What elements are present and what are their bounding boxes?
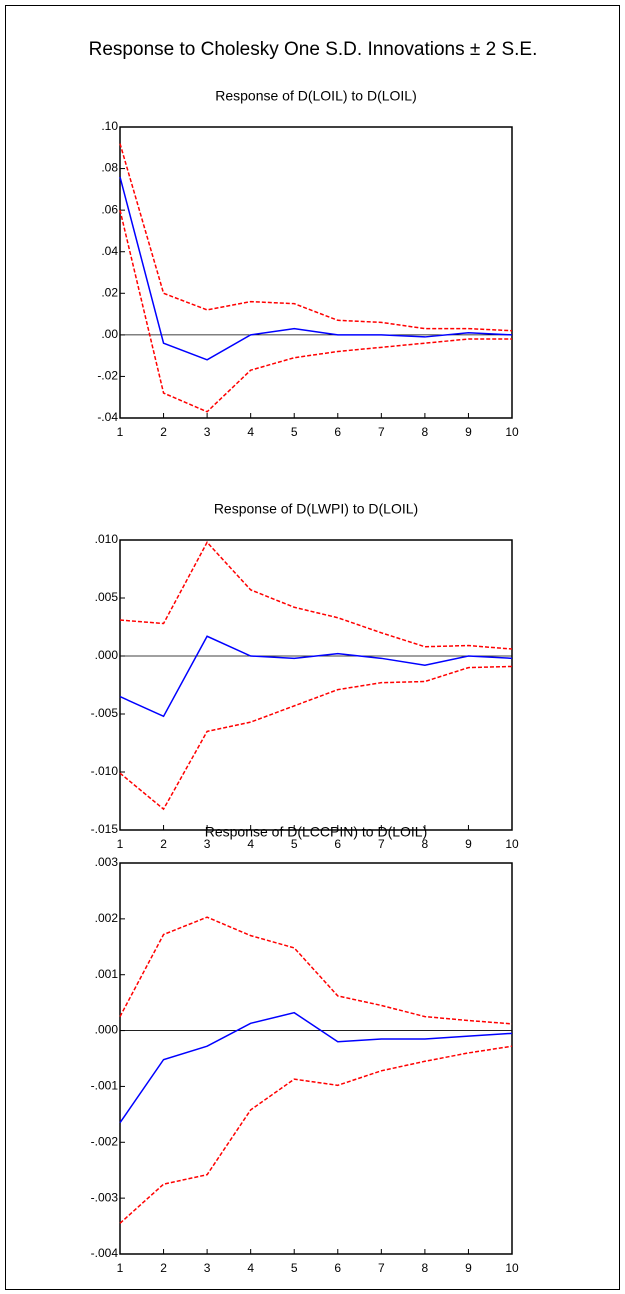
x-tick-label: 10 xyxy=(505,425,519,439)
band-line xyxy=(119,541,513,650)
panel-title: Response of D(LWPI) to D(LOIL) xyxy=(214,501,418,517)
band-line xyxy=(119,209,512,413)
y-tick-label: .06 xyxy=(101,202,118,216)
x-tick-label: 5 xyxy=(291,425,298,439)
y-tick-label: -.015 xyxy=(91,822,119,836)
x-tick-label: 2 xyxy=(160,425,167,439)
y-tick-label: .08 xyxy=(101,161,118,175)
y-tick-label: .00 xyxy=(101,327,118,341)
response-line xyxy=(119,176,513,361)
x-tick-label: 10 xyxy=(505,1261,519,1275)
y-tick-label: .02 xyxy=(101,285,118,299)
x-tick-label: 9 xyxy=(465,837,472,851)
y-tick-label: -.005 xyxy=(91,706,119,720)
y-tick-label: .005 xyxy=(95,590,119,604)
y-tick-label: -.02 xyxy=(97,369,118,383)
panel-title: Response of D(LCCPIN) to D(LOIL) xyxy=(205,824,428,840)
x-tick-label: 6 xyxy=(334,1261,341,1275)
x-tick-label: 8 xyxy=(422,837,429,851)
plot-area xyxy=(119,126,513,419)
y-tick-label: .10 xyxy=(101,119,118,133)
y-tick-label: .001 xyxy=(95,967,119,981)
y-tick-label: .000 xyxy=(95,1023,119,1037)
x-tick-label: 5 xyxy=(291,1261,298,1275)
x-tick-label: 3 xyxy=(204,1261,211,1275)
x-tick-label: 2 xyxy=(160,1261,167,1275)
x-tick-label: 6 xyxy=(334,425,341,439)
y-tick-label: .002 xyxy=(95,911,119,925)
y-tick-label: -.002 xyxy=(91,1134,119,1148)
y-tick-label: -.04 xyxy=(97,410,118,424)
x-tick-label: 7 xyxy=(378,425,385,439)
x-tick-label: 7 xyxy=(378,837,385,851)
y-tick-label: -.010 xyxy=(91,764,119,778)
x-tick-label: 4 xyxy=(247,425,254,439)
main-title: Response to Cholesky One S.D. Innovation… xyxy=(89,39,538,60)
x-tick-label: 3 xyxy=(204,837,211,851)
plot-area xyxy=(119,539,513,831)
x-tick-label: 2 xyxy=(160,837,167,851)
band-line xyxy=(119,916,513,1025)
x-tick-label: 1 xyxy=(117,1261,124,1275)
y-tick-label: -.001 xyxy=(91,1079,119,1093)
x-tick-label: 4 xyxy=(247,1261,254,1275)
x-tick-label: 1 xyxy=(117,425,124,439)
band-line xyxy=(119,665,513,811)
response-line xyxy=(119,635,513,718)
x-tick-label: 6 xyxy=(334,837,341,851)
x-tick-label: 5 xyxy=(291,837,298,851)
x-tick-label: 9 xyxy=(465,425,472,439)
y-tick-label: -.003 xyxy=(91,1190,119,1204)
response-line xyxy=(119,1011,513,1124)
y-tick-label: .010 xyxy=(95,532,119,546)
x-tick-label: 8 xyxy=(422,425,429,439)
x-tick-label: 8 xyxy=(422,1261,429,1275)
y-tick-label: .000 xyxy=(95,648,119,662)
x-tick-label: 10 xyxy=(505,837,519,851)
plot-area xyxy=(119,862,513,1255)
x-tick-label: 1 xyxy=(117,837,124,851)
x-tick-label: 3 xyxy=(204,425,211,439)
x-tick-label: 9 xyxy=(465,1261,472,1275)
y-tick-label: -.004 xyxy=(91,1246,119,1260)
y-tick-label: .04 xyxy=(101,244,118,258)
band-line xyxy=(119,1045,513,1224)
frame xyxy=(5,5,620,1290)
band-line xyxy=(119,143,513,332)
y-tick-label: .003 xyxy=(95,855,119,869)
x-tick-label: 7 xyxy=(378,1261,385,1275)
x-tick-label: 4 xyxy=(247,837,254,851)
panel-title: Response of D(LOIL) to D(LOIL) xyxy=(215,88,417,104)
